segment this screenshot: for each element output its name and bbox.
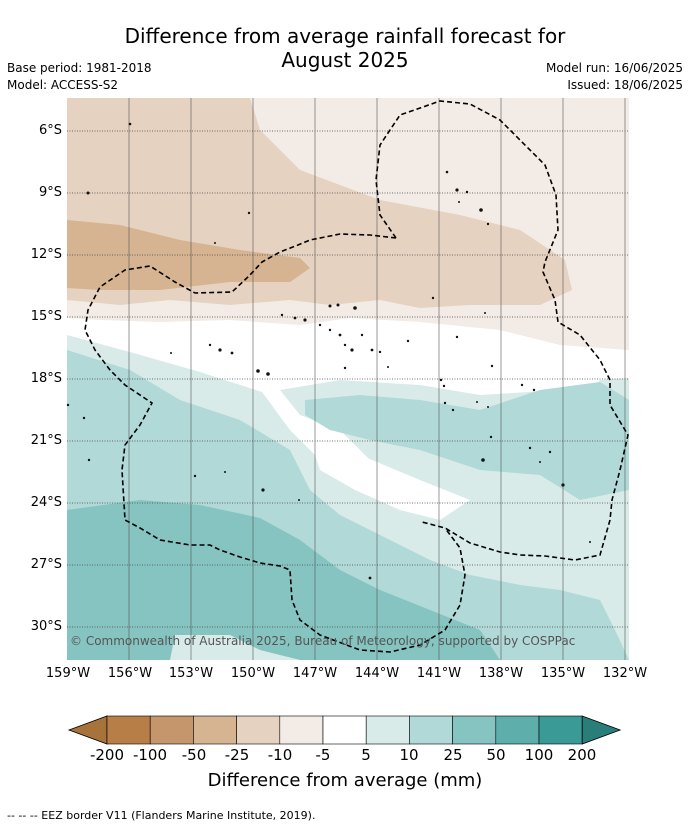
lat-tick-label: 27°S <box>30 557 62 572</box>
colorbar-label: 200 <box>567 746 597 764</box>
meta-right: Model run: 16/06/2025 Issued: 18/06/2025 <box>546 60 683 94</box>
lon-tick-label: 159°W <box>45 666 91 681</box>
lat-tick-label: 30°S <box>30 619 62 634</box>
lat-tick-label: 21°S <box>30 433 62 448</box>
colorbar-label: -10 <box>267 746 293 764</box>
lat-tick-label: 6°S <box>38 123 62 138</box>
lon-tick-label: 135°W <box>540 666 586 681</box>
model-text: Model: ACCESS-S2 <box>7 78 119 92</box>
colorbar-segment <box>365 715 410 745</box>
lon-tick-label: 153°W <box>168 666 214 681</box>
eez-border-north <box>375 100 629 561</box>
lon-tick-label: 138°W <box>478 666 524 681</box>
eez-footnote: -- -- -- EEZ border V11 (Flanders Marine… <box>7 809 316 822</box>
eez-border-central <box>84 233 466 653</box>
lon-tick-label: 144°W <box>354 666 400 681</box>
region-dry-strong <box>67 220 310 290</box>
colorbar-label: -100 <box>132 746 168 764</box>
map-fill-layer <box>67 98 629 660</box>
colorbar-label: -5 <box>315 746 331 764</box>
colorbar-label: 5 <box>361 746 371 764</box>
lon-tick-label: 150°W <box>230 666 276 681</box>
region-wet-strong <box>67 500 500 660</box>
colorbar-label: -200 <box>89 746 125 764</box>
lon-tick-label: 132°W <box>602 666 648 681</box>
colorbar-extend-low <box>67 715 108 745</box>
colorbar-extend-high <box>581 715 622 745</box>
colorbar-segment <box>538 715 583 745</box>
colorbar-label: 10 <box>399 746 419 764</box>
title-line-1: Difference from average rainfall forecas… <box>124 24 566 48</box>
lat-gridlines <box>67 130 629 628</box>
colorbar-segment <box>236 715 281 745</box>
issued-text: Issued: 18/06/2025 <box>567 78 683 92</box>
colorbar-segment <box>452 715 497 745</box>
chart-title: Difference from average rainfall forecas… <box>0 24 690 72</box>
colorbar-label: -50 <box>181 746 207 764</box>
colorbar-segment <box>149 715 194 745</box>
lon-tick-label: 147°W <box>292 666 338 681</box>
lat-tick-label: 24°S <box>30 495 62 510</box>
lat-tick-label: 18°S <box>30 371 62 386</box>
colorbar <box>67 715 622 745</box>
model-run-text: Model run: 16/06/2025 <box>545 61 683 75</box>
colorbar-segment <box>495 715 540 745</box>
copyright-text: © Commonwealth of Australia 2025, Bureau… <box>70 634 576 648</box>
lon-tick-label: 156°W <box>107 666 153 681</box>
colorbar-segment <box>322 715 367 745</box>
colorbar-title: Difference from average (mm) <box>207 770 483 791</box>
colorbar-segment <box>409 715 453 745</box>
eez-borders <box>84 100 629 653</box>
colorbar-label: 25 <box>443 746 463 764</box>
lat-tick-label: 9°S <box>38 185 62 200</box>
colorbar-label: 100 <box>524 746 554 764</box>
colorbar-label: -25 <box>224 746 250 764</box>
meta-left: Base period: 1981-2018 Model: ACCESS-S2 <box>7 60 152 94</box>
lon-tick-label: 141°W <box>416 666 462 681</box>
colorbar-label: 50 <box>486 746 506 764</box>
base-period-text: Base period: 1981-2018 <box>7 61 152 75</box>
lat-tick-label: 15°S <box>30 309 62 324</box>
title-line-2: August 2025 <box>281 48 409 72</box>
colorbar-segment <box>193 715 237 745</box>
colorbar-segment <box>279 715 324 745</box>
lat-tick-label: 12°S <box>30 247 62 262</box>
islands <box>66 122 591 580</box>
colorbar-segment <box>106 715 151 745</box>
